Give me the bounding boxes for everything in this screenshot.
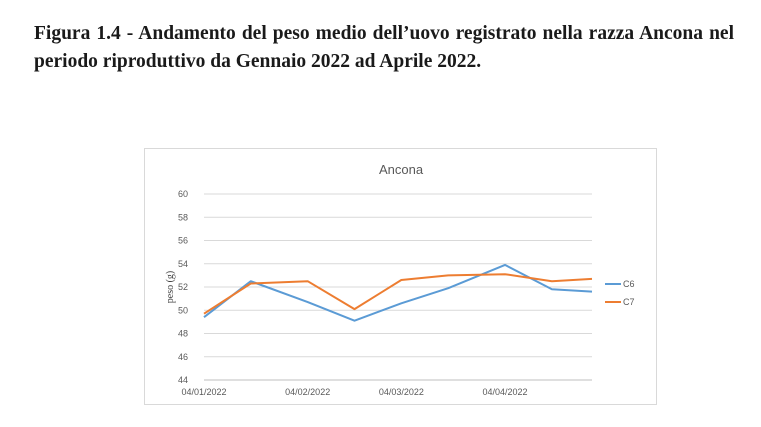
legend-label: C7 [623,297,635,307]
x-tick-label: 04/04/2022 [483,387,528,397]
y-tick-label: 54 [178,259,188,269]
series-line-c6 [203,263,593,322]
chart-title: Ancona [379,162,424,177]
y-tick-label: 50 [178,305,188,315]
y-tick-label: 46 [178,352,188,362]
series-lines [203,263,593,322]
legend: C6 C7 [605,279,635,307]
y-tick-labels: 44 46 48 50 52 54 56 58 60 [178,189,188,385]
x-tick-label: 04/01/2022 [181,387,226,397]
y-tick-label: 44 [178,375,188,385]
gridlines [204,193,592,381]
y-tick-label: 60 [178,189,188,199]
legend-label: C6 [623,279,635,289]
figure-caption: Figura 1.4 - Andamento del peso medio de… [34,23,734,72]
y-tick-label: 56 [178,236,188,246]
series-line-c7 [203,273,593,315]
y-axis-label: peso (g) [165,271,176,304]
y-tick-label: 52 [178,282,188,292]
x-tick-labels: 04/01/2022 04/02/2022 04/03/2022 04/04/2022 [181,387,527,397]
y-tick-label: 48 [178,329,188,339]
x-tick-label: 04/03/2022 [379,387,424,397]
chart-area: Ancona peso (g) 44 46 48 50 52 54 56 58 60 04/01… [144,148,657,405]
y-tick-label: 58 [178,212,188,222]
x-tick-label: 04/02/2022 [285,387,330,397]
line-chart: Ancona peso (g) 44 46 48 50 52 54 56 58 60 04/01… [165,162,635,397]
